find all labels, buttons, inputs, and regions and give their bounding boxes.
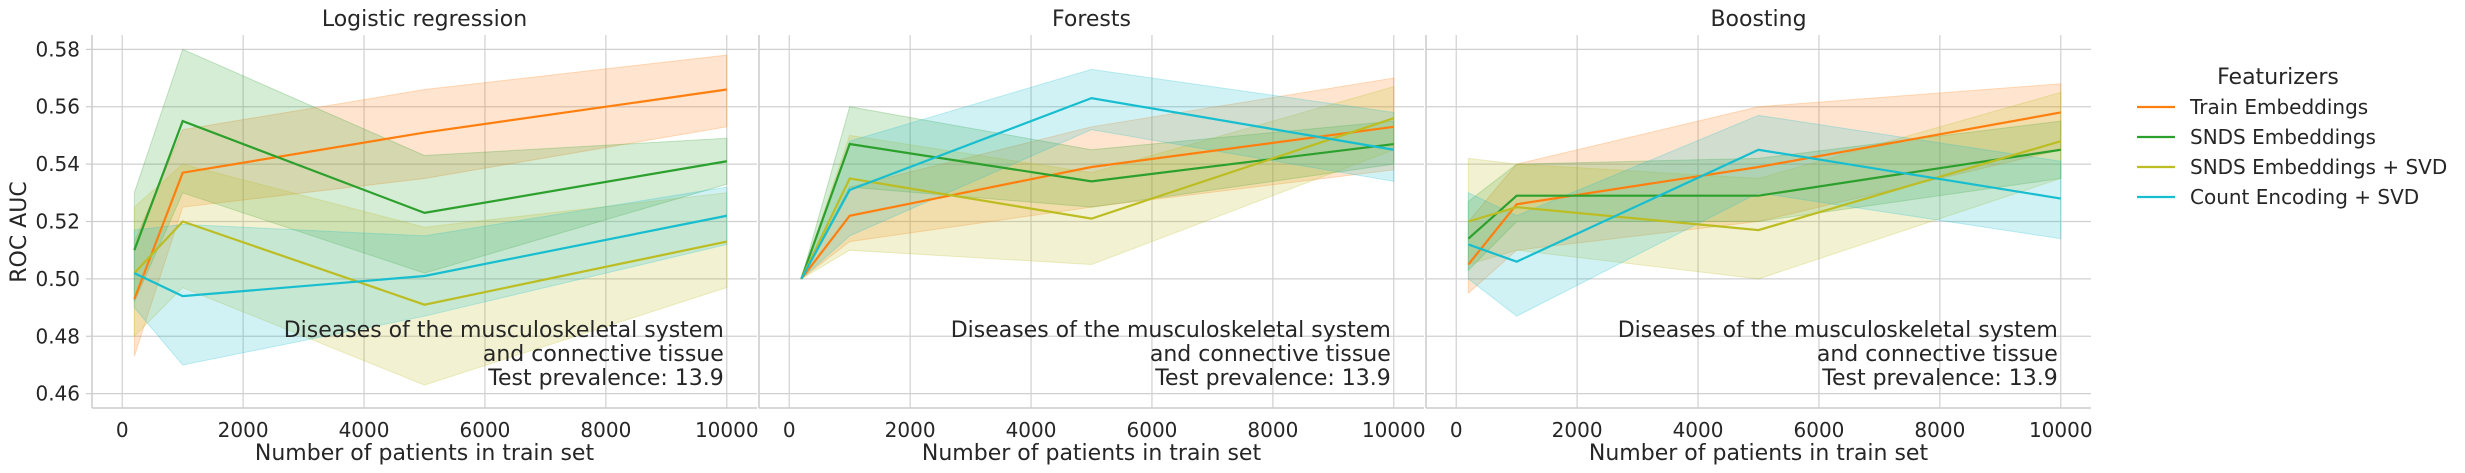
legend-entry: SNDS Embeddings + SVD <box>2190 155 2447 179</box>
y-tick-label: 0.56 <box>35 95 80 119</box>
x-tick-label: 4000 <box>1006 418 1057 442</box>
y-tick-label: 0.50 <box>35 267 80 291</box>
series-line-1 <box>1467 111 2061 266</box>
panel-title: Forests <box>1052 7 1131 32</box>
confidence-band-1 <box>800 77 1395 280</box>
x-tick-label: 0 <box>783 418 796 442</box>
x-tick-label: 10000 <box>695 418 759 442</box>
panel-2: 0 2000 4000 6000 8000 10000 Forests Number of p… <box>758 7 1426 466</box>
legend-entry: Count Encoding + SVD <box>2190 185 2419 209</box>
series-line-3 <box>800 117 1395 280</box>
y-axis-label: ROC AUC <box>7 181 32 282</box>
x-tick-label: 0 <box>116 418 129 442</box>
confidence-band-4 <box>800 68 1395 281</box>
x-tick-label: 8000 <box>1247 418 1298 442</box>
series-line-3 <box>1468 140 2062 232</box>
x-tick-label: 8000 <box>1914 418 1965 442</box>
panel-annotation: and connective tissue <box>1150 342 1391 367</box>
x-tick-label: 6000 <box>460 418 511 442</box>
series-line-2 <box>1467 148 2061 240</box>
x-tick-label: 4000 <box>1673 418 1724 442</box>
y-tick-label: 0.48 <box>35 324 80 348</box>
x-tick-label: 0 <box>1450 418 1463 442</box>
x-axis-label: Number of patients in train set <box>255 441 595 466</box>
series-line-1 <box>133 88 727 300</box>
x-tick-label: 6000 <box>1127 418 1178 442</box>
y-tick-label: 0.52 <box>35 210 80 234</box>
panel-annotation: Test prevalence: 13.9 <box>487 366 724 391</box>
confidence-band-2 <box>133 48 728 303</box>
x-axis-label: Number of patients in train set <box>922 441 1262 466</box>
series-line-1 <box>800 125 1394 280</box>
panel-3: 0 2000 4000 6000 8000 10000 Boosting Number of … <box>1425 7 2093 466</box>
panel-title: Boosting <box>1710 7 1806 32</box>
legend: Featurizers Train Embeddings SNDS Embeddi… <box>2137 65 2447 209</box>
legend-entry: SNDS Embeddings <box>2190 125 2376 149</box>
x-tick-label: 10000 <box>2029 418 2093 442</box>
panel-title: Logistic regression <box>322 7 527 32</box>
x-axis-label: Number of patients in train set <box>1589 441 1929 466</box>
legend-entry: Train Embeddings <box>2189 95 2368 119</box>
series-line-4 <box>133 214 727 298</box>
panel-annotation: and connective tissue <box>483 342 724 367</box>
panel-annotation: Test prevalence: 13.9 <box>1821 366 2058 391</box>
x-tick-label: 2000 <box>885 418 936 442</box>
confidence-band-4 <box>133 186 728 366</box>
confidence-band-1 <box>133 54 728 357</box>
x-tick-label: 2000 <box>218 418 269 442</box>
panel-annotation: and connective tissue <box>1817 342 2058 367</box>
confidence-band-4 <box>1467 114 2062 317</box>
panel-annotation: Test prevalence: 13.9 <box>1154 366 1391 391</box>
series-line-4 <box>1467 148 2061 263</box>
panel-annotation: Diseases of the musculoskeletal system <box>951 318 1391 343</box>
y-tick-label: 0.54 <box>35 152 80 176</box>
x-tick-label: 6000 <box>1794 418 1845 442</box>
x-tick-label: 4000 <box>339 418 390 442</box>
panel-1: 0 2000 4000 6000 8000 10000 0.46 0.48 0.50 0.52 0.… <box>35 7 758 466</box>
x-tick-label: 10000 <box>1362 418 1426 442</box>
panel-annotation: Diseases of the musculoskeletal system <box>284 318 724 343</box>
series-line-4 <box>800 96 1394 280</box>
confidence-band-2 <box>800 106 1395 280</box>
series-line-2 <box>800 142 1394 280</box>
panel-annotation: Diseases of the musculoskeletal system <box>1618 318 2058 343</box>
series-line-3 <box>133 220 727 306</box>
y-tick-label: 0.58 <box>35 37 80 61</box>
y-tick-label: 0.46 <box>35 382 80 406</box>
series-line-2 <box>133 119 727 251</box>
x-tick-label: 2000 <box>1552 418 1603 442</box>
x-tick-label: 8000 <box>580 418 631 442</box>
legend-title: Featurizers <box>2217 65 2339 90</box>
